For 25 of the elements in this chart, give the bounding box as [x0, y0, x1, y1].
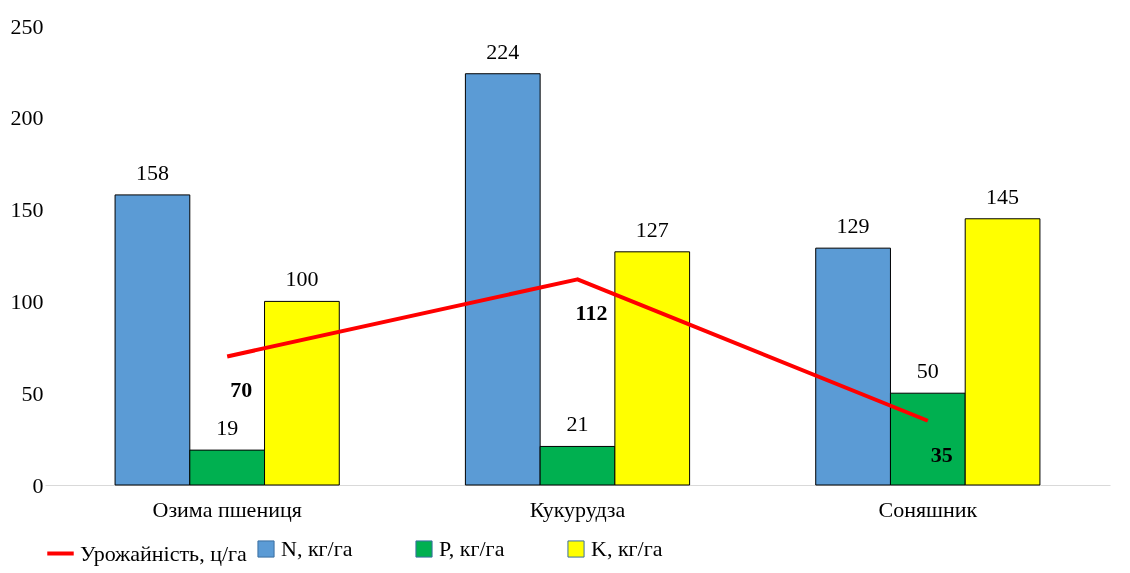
data-label: 100: [285, 266, 319, 292]
data-label: 50: [916, 358, 939, 384]
data-label: 112: [575, 300, 608, 326]
data-label: 145: [986, 183, 1020, 209]
legend-label: N, кг/га: [281, 536, 353, 561]
data-label: 129: [836, 213, 870, 239]
y-tick-label: 150: [10, 197, 44, 223]
data-label: 35: [930, 441, 953, 467]
legend-label: K, кг/га: [591, 536, 663, 561]
legend-label: Урожайність, ц/га: [80, 540, 248, 566]
data-label: 127: [635, 216, 669, 242]
y-tick-label: 250: [10, 13, 44, 39]
x-tick-label: Кукурудза: [529, 496, 626, 522]
y-tick-label: 0: [32, 472, 44, 498]
y-tick-label: 50: [21, 380, 44, 406]
data-label: 224: [486, 38, 520, 64]
y-tick-label: 100: [10, 288, 44, 314]
data-label: 70: [230, 377, 253, 403]
data-label: 21: [566, 411, 589, 437]
x-tick-label: Озима пшениця: [152, 496, 302, 522]
y-tick-label: 200: [10, 105, 44, 131]
data-label: 19: [216, 415, 239, 441]
data-label: 158: [135, 159, 169, 185]
x-tick-label: Соняшник: [878, 496, 978, 522]
legend-label: P, кг/га: [439, 536, 505, 561]
